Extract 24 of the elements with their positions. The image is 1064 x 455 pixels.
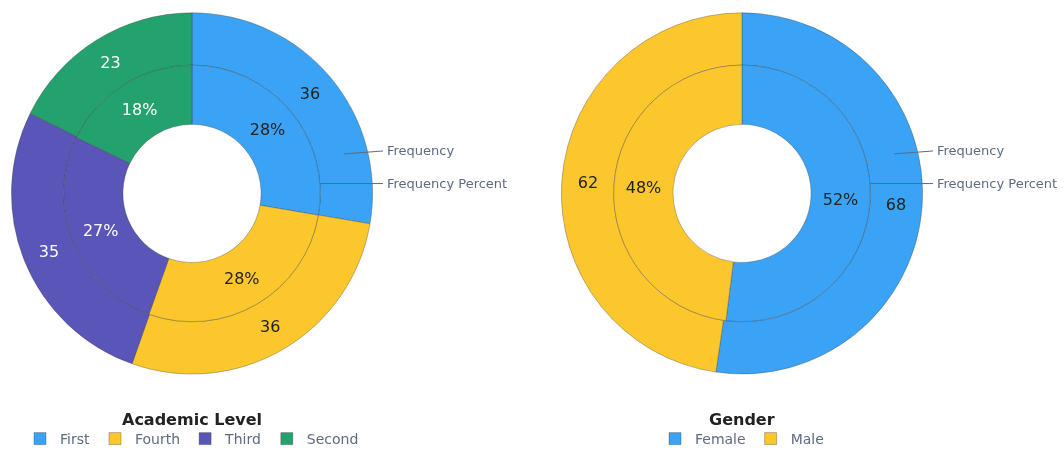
data-label: 28% (249, 120, 286, 140)
legend-label: Male (790, 431, 824, 448)
text: Academic Level (122, 410, 262, 429)
data-label: 23 (100, 52, 121, 72)
data-label: 52% (822, 190, 859, 210)
data-label: 68 (885, 195, 907, 215)
data-label: 28% (224, 269, 260, 289)
data-label: 36 (260, 317, 281, 337)
slice-label: Frequency Percent (387, 176, 508, 191)
data-label: 62 (577, 172, 599, 192)
legend-label: Second (306, 431, 359, 448)
data-label: 18% (121, 100, 158, 120)
data-label: 48% (625, 177, 662, 197)
slice-label: Frequency (937, 143, 1005, 158)
data-label: 36 (299, 84, 321, 104)
slice-label: Frequency (387, 143, 455, 158)
text: Gender (709, 410, 775, 429)
legend-label: Female (695, 431, 746, 448)
data-label: 35 (38, 242, 60, 262)
data-label: 27% (82, 221, 119, 241)
slice-label: Frequency Percent (937, 176, 1058, 191)
legend-label: Third (224, 431, 261, 448)
legend-label: Fourth (134, 431, 181, 448)
legend-label: First (60, 431, 90, 448)
